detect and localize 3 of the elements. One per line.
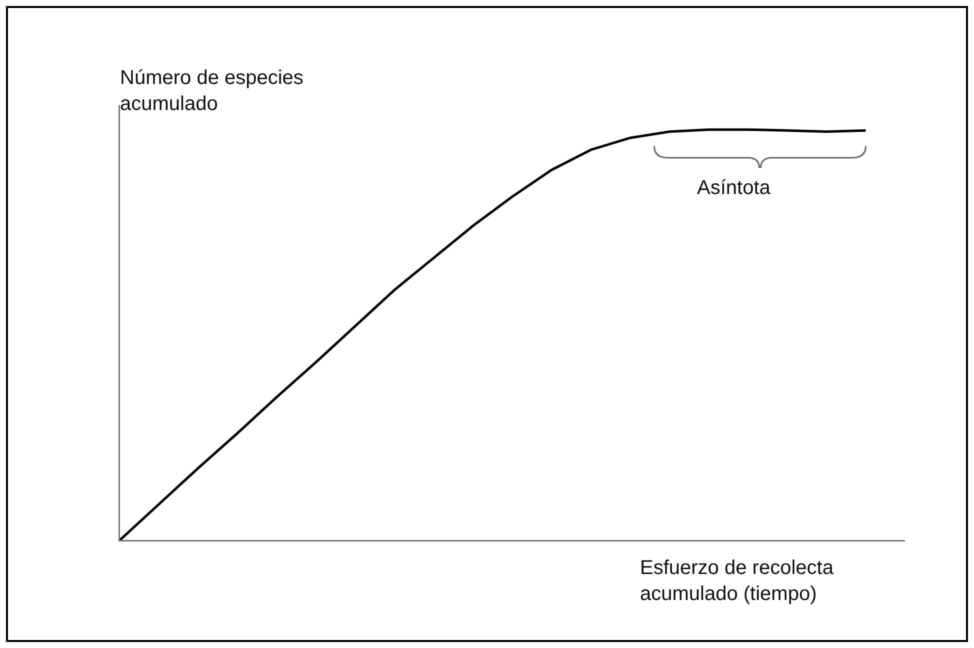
x-axis-title: Esfuerzo de recolecta acumulado (tiempo) (640, 556, 834, 607)
y-axis-title: Número de especies acumulado (120, 66, 304, 117)
annotation: Asíntota (697, 176, 770, 201)
